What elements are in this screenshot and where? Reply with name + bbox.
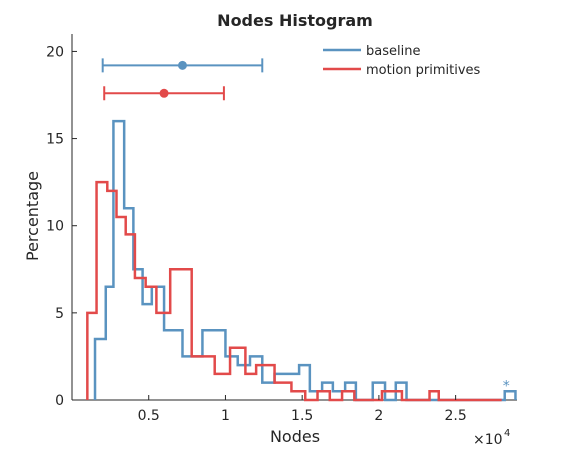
legend: baseline motion primitives <box>316 40 496 82</box>
outlier-marker: * <box>503 378 510 394</box>
mean-marker-baseline <box>177 60 187 70</box>
mean-marker-motion-primitives <box>159 88 169 98</box>
y-tick-label: 10 <box>46 219 64 235</box>
x-exponent-label: ×10 4 <box>473 428 510 448</box>
legend-label-motion-primitives: motion primitives <box>366 63 481 78</box>
x-tick-label: 2.5 <box>444 408 466 424</box>
y-tick-label: 0 <box>55 393 64 409</box>
x-tick-label: 2 <box>374 408 383 424</box>
svg-text:×10: ×10 <box>473 432 503 448</box>
histogram-baseline <box>93 119 517 402</box>
y-tick-label: 15 <box>46 132 64 148</box>
axes <box>71 34 517 401</box>
legend-box <box>316 40 496 82</box>
svg-text:4: 4 <box>504 428 510 439</box>
x-tick-label: 1 <box>221 408 230 424</box>
x-axis-label: Nodes <box>270 427 320 446</box>
x-tick-label: 1.5 <box>291 408 313 424</box>
y-tick-label: 20 <box>46 44 64 60</box>
legend-label-baseline: baseline <box>366 44 420 59</box>
y-axis-label: Percentage <box>23 171 42 261</box>
y-tick-label: 5 <box>55 306 64 322</box>
chart-title: Nodes Histogram <box>217 11 373 30</box>
histogram-motion-primitives <box>86 180 502 402</box>
x-tick-label: 0.5 <box>138 408 160 424</box>
